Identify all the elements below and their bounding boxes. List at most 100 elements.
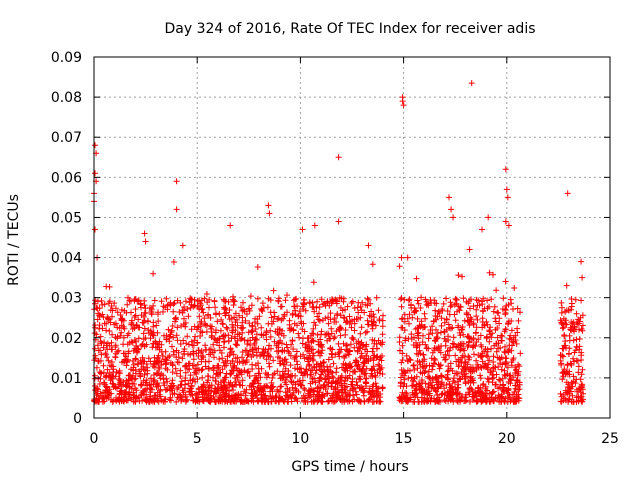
- data-point: [576, 343, 583, 350]
- data-point: [222, 298, 229, 305]
- data-point: [244, 341, 251, 347]
- data-point: [422, 315, 429, 322]
- data-point: [258, 331, 265, 338]
- data-point: [445, 333, 452, 340]
- data-point: [369, 373, 376, 380]
- data-point: [437, 362, 444, 368]
- data-point: [254, 295, 261, 302]
- data-point: [410, 362, 417, 369]
- data-point: [129, 372, 136, 379]
- data-point: [160, 372, 166, 379]
- data-point: [568, 296, 575, 302]
- data-point: [476, 302, 483, 309]
- data-point: [444, 308, 451, 314]
- data-point: [265, 399, 272, 405]
- data-point: [198, 306, 205, 313]
- data-point: [259, 387, 266, 393]
- data-point: [418, 377, 425, 383]
- data-point: [138, 392, 144, 399]
- data-point: [296, 334, 303, 341]
- data-point: [328, 300, 335, 307]
- data-point: [131, 381, 137, 387]
- data-point: [570, 355, 577, 362]
- data-point: [248, 353, 255, 360]
- data-point: [105, 300, 112, 307]
- data-point: [177, 367, 184, 374]
- data-point: [216, 369, 223, 376]
- data-point: [286, 317, 293, 324]
- data-point: [560, 373, 567, 380]
- data-point: [295, 312, 302, 319]
- data-point: [306, 387, 312, 394]
- data-point: [314, 298, 321, 305]
- data-point: [327, 316, 334, 323]
- data-point: [427, 327, 434, 333]
- data-point: [495, 363, 502, 370]
- data-point: [403, 352, 410, 359]
- data-point: [269, 375, 276, 381]
- data-point: [302, 307, 309, 314]
- data-point: [268, 345, 274, 352]
- data-point: [96, 305, 103, 312]
- data-point: [502, 307, 509, 313]
- data-point: [163, 357, 170, 364]
- data-point: [226, 307, 233, 313]
- data-point: [288, 378, 294, 385]
- data-point: [455, 384, 462, 391]
- data-point: [366, 385, 373, 392]
- data-point: [258, 307, 265, 313]
- data-point: [315, 349, 322, 356]
- data-point: [263, 328, 270, 334]
- data-point: [173, 354, 180, 361]
- data-point: [282, 389, 289, 396]
- data-point: [349, 298, 356, 305]
- data-point: [487, 331, 494, 338]
- data-point: [363, 383, 369, 390]
- data-point: [348, 324, 355, 331]
- data-point: [396, 334, 403, 341]
- data-point: [338, 373, 345, 379]
- data-point: [223, 324, 230, 331]
- data-point: [453, 296, 460, 303]
- data-point: [116, 376, 123, 383]
- data-point: [379, 317, 386, 324]
- data-point: [442, 398, 449, 405]
- data-point: [162, 348, 169, 355]
- data-point: [285, 398, 292, 405]
- data-point: [174, 359, 181, 365]
- data-point: [451, 379, 458, 386]
- data-point: [369, 325, 376, 332]
- data-point: [154, 382, 161, 389]
- data-point: [137, 357, 144, 364]
- data-point: [475, 364, 482, 370]
- data-point: [579, 366, 586, 373]
- data-point: [270, 357, 277, 364]
- data-point: [198, 358, 205, 365]
- data-point: [469, 377, 476, 384]
- data-point: [268, 320, 275, 327]
- data-point: [433, 334, 440, 340]
- data-point: [496, 320, 503, 327]
- data-point: [319, 369, 326, 375]
- data-point: [342, 374, 349, 381]
- data-point: [195, 347, 202, 354]
- data-point: [404, 315, 411, 322]
- data-point: [417, 305, 424, 311]
- data-point: [111, 300, 118, 307]
- data-point: [403, 396, 410, 403]
- data-point: [503, 186, 510, 193]
- data-point: [167, 331, 174, 338]
- data-point: [212, 389, 219, 396]
- data-point: [173, 398, 180, 405]
- data-point: [229, 321, 236, 328]
- data-point: [435, 384, 442, 391]
- data-point: [210, 367, 217, 374]
- data-point: [502, 326, 509, 333]
- data-point: [325, 383, 332, 390]
- data-point: [515, 317, 522, 324]
- data-point: [128, 309, 134, 316]
- data-point: [501, 367, 508, 374]
- data-point: [328, 379, 335, 386]
- data-point: [145, 318, 152, 325]
- data-point: [399, 342, 406, 349]
